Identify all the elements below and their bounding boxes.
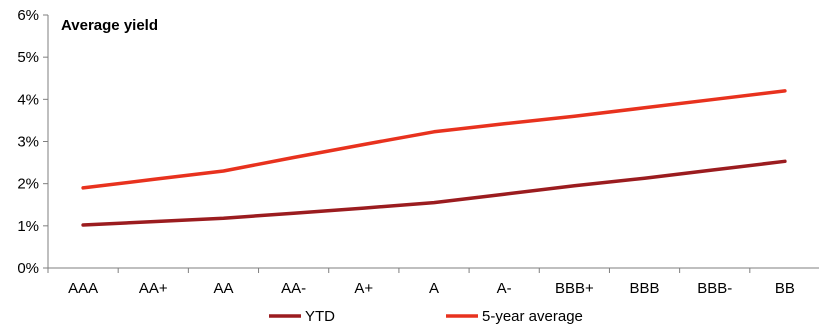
legend-label: YTD xyxy=(305,308,335,325)
x-tick-label: BBB xyxy=(630,280,660,297)
x-tick-label: BBB+ xyxy=(555,280,594,297)
legend-label: 5-year average xyxy=(482,308,583,325)
y-axis: 0% 1% 2% 3% 4% 5% 6% xyxy=(17,7,49,277)
y-tick-label: 1% xyxy=(17,218,39,235)
x-tick-label: BB xyxy=(775,280,795,297)
x-tick-label: AA- xyxy=(281,280,306,297)
y-tick-label: 4% xyxy=(17,91,39,108)
y-tick-label: 6% xyxy=(17,7,39,24)
series-lines xyxy=(81,89,787,227)
x-tick-label: A xyxy=(429,280,439,297)
x-tick-label: A- xyxy=(497,280,512,297)
series-line xyxy=(81,159,787,227)
y-tick-label: 5% xyxy=(17,49,39,66)
x-tick-label: A+ xyxy=(354,280,373,297)
y-tick-label: 3% xyxy=(17,134,39,151)
x-tick-label: AA+ xyxy=(139,280,168,297)
x-tick-label: BBB- xyxy=(697,280,732,297)
x-tick-label: AA xyxy=(213,280,233,297)
legend: YTD 5-year average xyxy=(269,308,583,325)
series-line xyxy=(81,89,787,190)
x-axis: AAA AA+ AA AA- A+ A A- BBB+ BBB BBB- BB xyxy=(47,267,819,297)
y-tick-label: 2% xyxy=(17,176,39,193)
y-tick-label: 0% xyxy=(17,260,39,277)
x-tick-label: AAA xyxy=(68,280,98,297)
chart-title: Average yield xyxy=(61,17,158,34)
